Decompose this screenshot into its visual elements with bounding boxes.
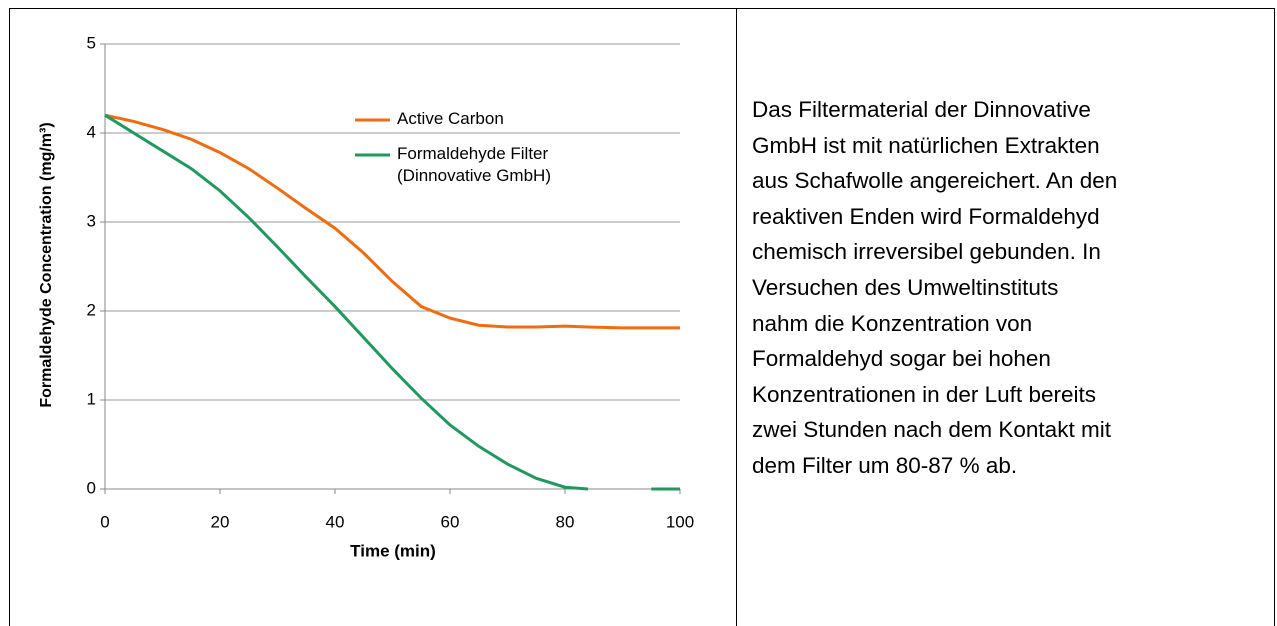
y-tick-label: 0 <box>87 478 96 497</box>
text-line: nahm die Konzentration von <box>752 310 1033 336</box>
text-line: GmbH ist mit natürlichen Extrakten <box>752 132 1100 158</box>
x-tick-label: 100 <box>666 512 694 531</box>
text-line: reaktiven Enden wird Formaldehyd <box>752 203 1100 229</box>
x-tick-label: 0 <box>100 512 109 531</box>
y-tick-label: 2 <box>87 300 96 319</box>
y-tick-label: 3 <box>87 211 96 230</box>
x-tick-label: 40 <box>326 512 345 531</box>
text-line: aus Schafwolle angereichert. An den <box>752 168 1118 194</box>
x-tick-label: 80 <box>556 512 575 531</box>
series-line <box>104 113 680 491</box>
text-line: Konzentrationen in der Luft bereits <box>752 381 1096 407</box>
text-line: Das Filtermaterial der Dinnovative <box>752 97 1091 122</box>
y-tick-label: 1 <box>87 389 96 408</box>
text-line: Versuchen des Umweltinstituts <box>752 274 1059 300</box>
y-tick-label: 5 <box>87 33 96 52</box>
text-line: dem Filter um 80-87 % ab. <box>752 452 1018 478</box>
text-line: zwei Stunden nach dem Kontakt mit <box>752 417 1111 443</box>
x-tick-label: 60 <box>441 512 460 531</box>
text-line: Formaldehyd sogar bei hohen <box>752 346 1051 372</box>
text-line: chemisch irreversibel gebunden. In <box>752 239 1101 265</box>
legend-entry: Active Carbon <box>397 109 504 128</box>
description: Das Filtermaterial der Dinnovative GmbH i… <box>752 92 1117 484</box>
x-axis-label: Time (min) <box>350 541 436 560</box>
y-tick-label: 4 <box>87 122 96 141</box>
series-line <box>104 113 680 330</box>
y-axis-label: Formaldehyde Concentration (mg/m³) <box>38 122 55 407</box>
x-tick-label: 20 <box>211 512 230 531</box>
legend-entry: Formaldehyde Filter (Dinnovative GmbH) <box>397 144 551 185</box>
legend-label: Active Carbon <box>397 109 504 128</box>
legend-label: Formaldehyde Filter (Dinnovative GmbH) <box>397 144 551 185</box>
